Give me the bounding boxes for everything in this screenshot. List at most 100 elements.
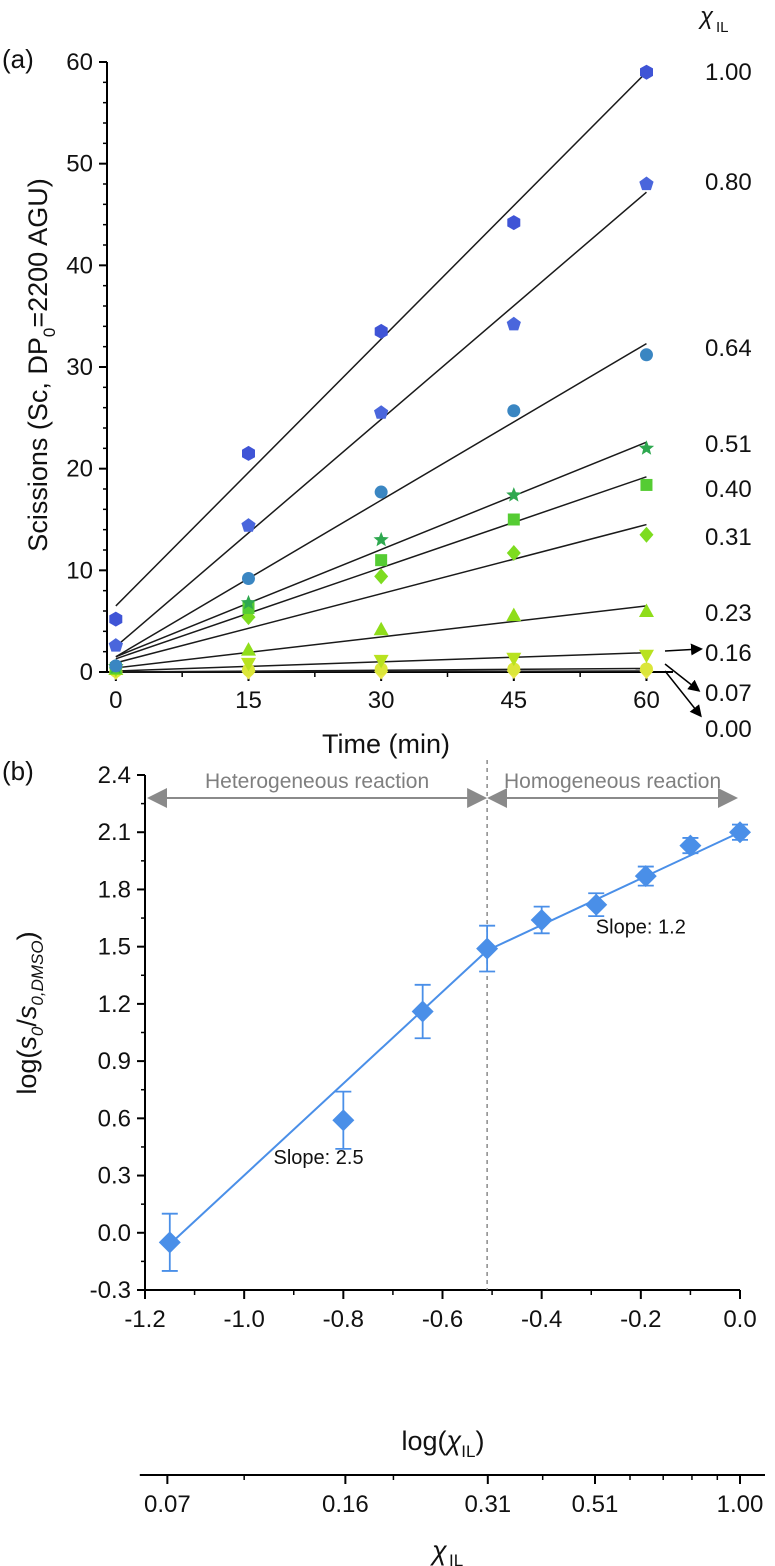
data-point xyxy=(411,1000,434,1023)
series-label: 0.16 xyxy=(705,640,752,667)
panel-b-ylabel: log(s0/s0,DMSO) xyxy=(12,931,47,1094)
y-tick-label: 60 xyxy=(66,49,93,76)
panel-b-label: (b) xyxy=(2,756,34,786)
panel-b-plot: -0.3 0.0 0.3 0.6 0.9 1.2 1.5 1.8 2.1 2.4 -1.2 -1.0 -… xyxy=(90,760,765,1518)
chi-header-sub: IL xyxy=(716,19,729,36)
x-tick-label: -0.4 xyxy=(521,1306,562,1333)
panel-a-label: (a) xyxy=(2,44,34,74)
slope-annotation: Slope: 2.5 xyxy=(274,1147,364,1169)
data-point xyxy=(109,611,123,627)
data-point xyxy=(241,642,256,656)
data-point xyxy=(640,478,653,491)
data-point xyxy=(476,937,499,960)
data-point xyxy=(373,654,389,669)
y-tick-label: 0.9 xyxy=(98,1048,131,1075)
data-point xyxy=(240,594,257,610)
data-point xyxy=(374,323,388,339)
data-point xyxy=(375,554,388,567)
y-tick-label: 0.0 xyxy=(98,1220,131,1247)
data-point xyxy=(639,176,654,191)
data-point xyxy=(374,662,388,676)
data-point xyxy=(507,404,521,418)
x-tick-label: 0.0 xyxy=(723,1306,756,1333)
x-tick-label: 45 xyxy=(500,687,527,714)
fit-line xyxy=(115,342,647,658)
fit-line xyxy=(115,605,647,669)
series-label: 0.51 xyxy=(705,431,752,458)
data-point xyxy=(679,834,702,857)
fit-line xyxy=(486,831,741,952)
region-label: Homogeneous reaction xyxy=(504,770,721,793)
series-label: 1.00 xyxy=(705,59,752,86)
x-tick-label: -0.8 xyxy=(323,1306,364,1333)
y-tick-label: 2.4 xyxy=(98,762,131,789)
y-tick-label: 1.8 xyxy=(98,876,131,903)
x-tick-label: 60 xyxy=(633,687,660,714)
x-tick-label: 0 xyxy=(109,687,122,714)
secondary-tick-label: 0.07 xyxy=(144,1491,191,1518)
data-point xyxy=(109,659,123,673)
data-point xyxy=(640,64,653,80)
series-label: 0.23 xyxy=(705,600,752,627)
secondary-tick-label: 0.31 xyxy=(464,1491,511,1518)
data-point xyxy=(507,513,520,526)
data-point xyxy=(506,652,522,667)
slope-annotation: Slope: 1.2 xyxy=(596,916,686,938)
data-point xyxy=(373,621,389,636)
data-point xyxy=(507,215,521,231)
fit-line xyxy=(115,523,647,664)
y-tick-label: 0 xyxy=(80,659,93,686)
y-tick-label: 50 xyxy=(66,151,93,178)
data-point xyxy=(585,893,608,916)
data-point xyxy=(638,603,654,617)
data-point xyxy=(332,1109,355,1132)
data-point xyxy=(634,865,657,888)
series-label: 0.31 xyxy=(705,524,752,551)
data-point xyxy=(241,657,256,672)
fit-line xyxy=(115,441,647,658)
label-arrow xyxy=(664,663,701,692)
secondary-axis-label: χ IL xyxy=(430,1536,463,1566)
data-point xyxy=(639,526,654,543)
y-tick-label: 1.2 xyxy=(98,991,131,1018)
data-point xyxy=(506,316,521,331)
data-point xyxy=(373,531,389,547)
x-tick-label: 15 xyxy=(235,687,262,714)
x-tick-label: -1.0 xyxy=(223,1306,264,1333)
panel-a-xlabel: Time (min) xyxy=(322,729,450,759)
panel-b-xlabel: log(χIL) xyxy=(402,1426,485,1461)
series-label: 0.40 xyxy=(705,476,752,503)
secondary-tick-label: 0.16 xyxy=(322,1491,369,1518)
y-tick-label: 2.1 xyxy=(98,819,131,846)
y-tick-label: 10 xyxy=(66,557,93,584)
series-label: 0.80 xyxy=(705,169,752,196)
data-point xyxy=(242,571,255,585)
y-tick-label: 0.3 xyxy=(98,1163,131,1190)
data-point xyxy=(639,662,653,676)
panel-a-ylabel: Scissions (Sc, DP0=2200 AGU) xyxy=(23,178,59,551)
data-point xyxy=(506,545,521,562)
data-point xyxy=(108,638,123,652)
series-label: 0.07 xyxy=(705,680,752,707)
svg-text:χ: χ xyxy=(430,1536,448,1566)
data-point xyxy=(506,487,522,502)
x-tick-label: -0.6 xyxy=(422,1306,463,1333)
svg-text:IL: IL xyxy=(449,1551,463,1566)
y-tick-label: 30 xyxy=(66,354,93,381)
y-tick-label: 20 xyxy=(66,456,93,483)
y-tick-label: 0.6 xyxy=(98,1105,131,1132)
chi-header-symbol: χ xyxy=(698,3,714,30)
chi-header: χ IL xyxy=(698,3,729,36)
fit-line xyxy=(115,71,648,607)
data-point xyxy=(241,518,256,532)
data-point xyxy=(374,485,388,499)
secondary-tick-label: 0.51 xyxy=(572,1491,619,1518)
data-point xyxy=(374,405,389,419)
region-label: Heterogeneous reaction xyxy=(205,770,429,793)
x-tick-label: -0.2 xyxy=(620,1306,661,1333)
data-point xyxy=(242,445,255,461)
data-point xyxy=(506,607,522,622)
data-point xyxy=(374,568,389,585)
y-tick-label: 1.5 xyxy=(98,934,131,961)
